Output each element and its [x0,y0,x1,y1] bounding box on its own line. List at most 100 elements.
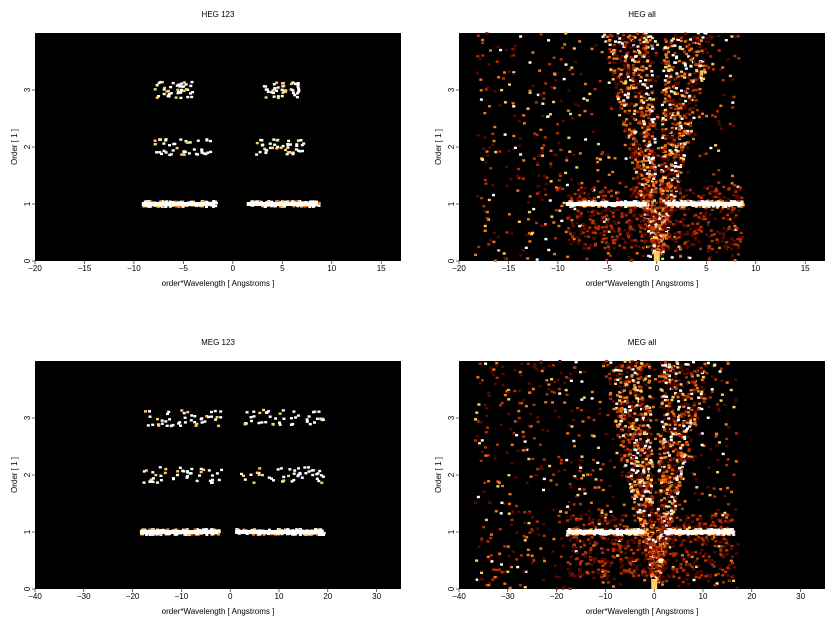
heatmap-cell [668,235,672,238]
heatmap-cell [687,133,691,136]
heatmap-cell [679,247,683,250]
y-tick-label: 1 [447,201,456,206]
heatmap-cell [718,192,722,195]
heatmap-cell [500,563,503,566]
heatmap-cell [732,579,736,582]
heatmap-cell [615,451,619,455]
heatmap-cell [619,583,623,586]
heatmap-cell [625,135,629,138]
heatmap-cell [597,522,601,526]
heatmap-cell [658,500,662,503]
heatmap-cell [662,512,666,515]
x-tick-label: 0 [231,264,236,273]
heatmap-cell [685,91,689,95]
heatmap-cell [605,225,609,228]
heatmap-cell [200,421,204,424]
heatmap-cell [202,152,206,155]
heatmap-cell [625,371,629,374]
heatmap-cell [700,194,703,197]
heatmap-cell [631,39,635,43]
heatmap-cell [668,153,671,156]
heatmap-cell [697,62,701,66]
heatmap-cell [702,77,706,80]
heatmap-cell [155,84,159,87]
heatmap-cell [652,124,656,127]
heatmap-cell [292,478,296,482]
heatmap-cell [174,533,178,536]
heatmap-cell [279,467,283,470]
heatmap-cell [537,467,541,470]
heatmap-cell [725,247,729,251]
heatmap-cell [737,199,741,203]
heatmap-cell [650,135,654,138]
heatmap-cell [650,157,654,161]
heatmap-cell [649,538,653,541]
heatmap-cell [673,51,677,55]
heatmap-cell [174,96,178,99]
heatmap-cell [622,33,626,37]
heatmap-cell [184,83,188,86]
heatmap-cell [667,80,671,83]
heatmap-cell [602,190,605,194]
heatmap-cell [604,513,608,516]
heatmap-cell [603,230,607,233]
heatmap-cell [631,189,635,192]
heatmap-cell [716,110,719,113]
heatmap-cell [677,153,681,157]
heatmap-cell [298,150,302,153]
heatmap-cell [622,119,625,123]
heatmap-cell [609,105,613,108]
heatmap-cell [545,393,549,396]
heatmap-cell [527,210,531,214]
heatmap-cell [679,190,682,193]
heatmap-cell [551,364,555,367]
heatmap-cell [616,191,620,194]
heatmap-cell [616,97,620,101]
heatmap-cell [643,167,647,170]
heatmap-cell [701,51,705,55]
heatmap-cell [288,151,291,154]
heatmap-cell [623,425,627,428]
heatmap-cell [557,179,561,182]
heatmap-cell [684,99,688,103]
heatmap-cell [741,236,745,239]
heatmap-cell [260,139,264,142]
heatmap-cell [540,224,544,227]
heatmap-cell [541,102,545,105]
heatmap-cell [536,192,539,195]
heatmap-cell [634,471,638,474]
heatmap-cell [483,229,487,232]
heatmap-cell [642,114,646,118]
heatmap-cell [646,177,650,181]
heatmap-cell [632,200,636,203]
heatmap-cell [698,34,702,38]
heatmap-cell [651,47,655,50]
heatmap-cell [720,127,723,130]
heatmap-cell [668,220,672,224]
heatmap-cell [663,188,667,192]
heatmap-cell [676,112,680,116]
heatmap-cell [654,239,657,243]
heatmap-cell [541,150,545,153]
heatmap-cell [630,84,633,87]
heatmap-cell [668,179,672,182]
heatmap-cell [635,396,639,400]
heatmap-cell [733,215,737,219]
heatmap-cell [643,177,647,180]
heatmap-cell [515,558,519,561]
heatmap-cell [663,46,667,49]
heatmap-cell [689,419,692,422]
heatmap-cell [702,58,706,62]
heatmap-cell [580,559,584,563]
heatmap-cell [601,570,605,573]
plot-area [35,361,401,589]
heatmap-cell [616,434,620,437]
heatmap-cell [697,66,701,69]
heatmap-cell [659,165,663,168]
heatmap-cell [654,191,658,194]
heatmap-cell [300,476,304,479]
heatmap-cell [632,192,635,195]
heatmap-cell [264,421,268,424]
heatmap-cell [157,95,160,98]
heatmap-cell [646,521,650,525]
